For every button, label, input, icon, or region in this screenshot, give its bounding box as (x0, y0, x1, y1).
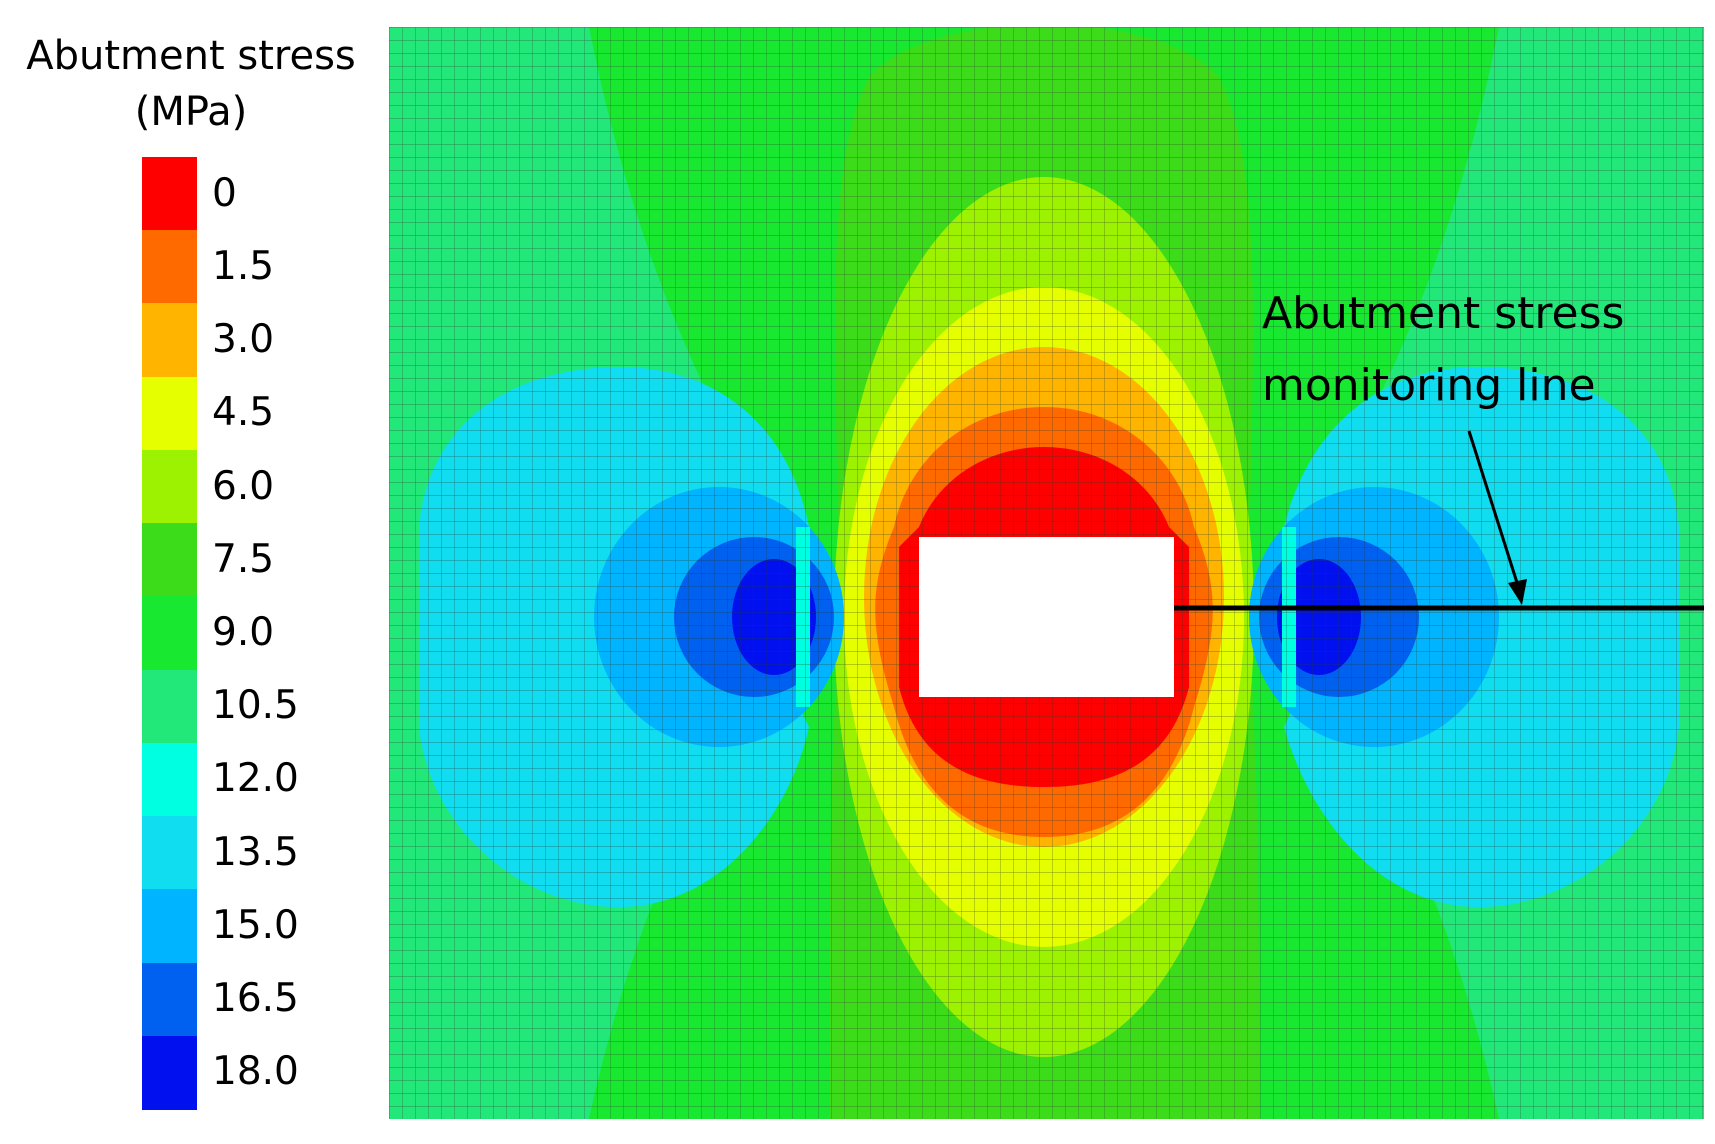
legend-title: Abutment stress (MPa) (0, 28, 382, 140)
colorbar-label: 0 (212, 170, 237, 216)
colorbar-label: 7.5 (212, 536, 275, 582)
colorbar-segment (142, 816, 197, 891)
colorbar-segment (142, 303, 197, 378)
colorbar-segment (142, 962, 197, 1037)
annotation-line1: Abutment stress (1262, 288, 1625, 339)
colorbar-label: 9.0 (212, 610, 275, 655)
colorbar-segment (142, 596, 197, 671)
colorbar-segment (142, 523, 197, 598)
annotation-line2: monitoring line (1262, 360, 1596, 411)
annotation-arrowhead (1508, 579, 1527, 605)
colorbar-segment (142, 889, 197, 964)
colorbar-label: 16.5 (212, 976, 299, 1022)
colorbar-label: 4.5 (212, 390, 275, 436)
contour-svg (389, 27, 1704, 1119)
colorbar-label: 1.5 (212, 243, 275, 289)
excavation-opening (919, 537, 1174, 697)
colorbar-segment (142, 1035, 197, 1110)
colorbar-segment (142, 449, 197, 525)
colorbar-label: 13.5 (212, 829, 299, 875)
colorbar-segment (142, 669, 197, 744)
colorbar-label: 10.5 (212, 683, 299, 729)
annotation-arrow (1467, 430, 1521, 590)
legend-title-line2: (MPa) (134, 89, 248, 135)
colorbar-segment (142, 376, 197, 451)
colorbar-label: 3.0 (212, 317, 275, 363)
colorbar-label: 15.0 (212, 902, 299, 948)
colorbar-label: 6.0 (212, 463, 275, 509)
stress-contour-plot (389, 27, 1704, 1119)
colorbar-segment (142, 157, 197, 232)
colorbar-label: 18.0 (212, 1049, 299, 1095)
monitoring-line-annotation: Abutment stress monitoring line (1262, 278, 1624, 422)
colorbar-label: 12.0 (212, 756, 299, 802)
legend-title-line1: Abutment stress (26, 33, 356, 79)
colorbar-segment (142, 742, 197, 818)
colorbar (142, 157, 197, 1110)
colorbar-segment (142, 230, 197, 305)
